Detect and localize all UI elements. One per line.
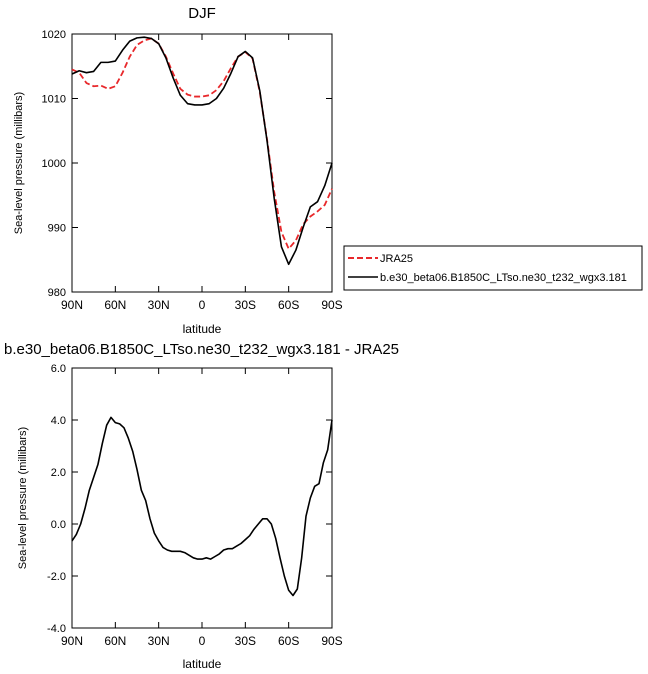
- chart-2-title: b.e30_beta06.B1850C_LTso.ne30_t232_wgx3.…: [4, 341, 399, 358]
- chart-1-ytick-label: 1020: [42, 29, 66, 41]
- chart-2-y-ticks: -4.0 -2.0 0.0 2.0 4.0 6.0: [47, 363, 332, 635]
- chart-1-y-ticks: 980 990 1000 1010 1020: [42, 29, 332, 299]
- chart-1-xtick-label: 30N: [148, 298, 170, 312]
- chart-2-ytick-label: 0.0: [51, 519, 66, 531]
- chart-1-xlabel: latitude: [183, 322, 222, 336]
- chart-2-xtick-label: 60S: [278, 634, 299, 648]
- legend-label-model: b.e30_beta06.B1850C_LTso.ne30_t232_wgx3.…: [380, 272, 627, 284]
- chart-1-series-line-1: [71, 36, 333, 266]
- chart-1-xtick-label: 30S: [235, 298, 256, 312]
- chart-1-title: DJF: [188, 5, 216, 22]
- legend-box: [343, 245, 643, 291]
- chart-1-ytick-label: 1010: [42, 94, 66, 106]
- chart-2-xtick-label: 60N: [104, 634, 126, 648]
- chart-2-series-line-0: [71, 416, 333, 597]
- chart-1-ytick-label: 990: [48, 223, 66, 235]
- chart-1-xtick-label: 0: [199, 298, 206, 312]
- chart-1-ylabel: Sea-level pressure (millibars): [13, 92, 25, 234]
- chart-2-xtick-label: 90N: [61, 634, 83, 648]
- chart-2-xtick-label: 90S: [321, 634, 342, 648]
- chart-2-xtick-label: 30N: [148, 634, 170, 648]
- chart-1: DJF 90N 60N 30N 0 30S 60S 90S 980 990 1000 1010 10…: [13, 5, 643, 336]
- chart-2-ytick-label: -2.0: [47, 571, 66, 583]
- chart-1-series: [71, 36, 333, 266]
- chart-1-xtick-label: 90S: [321, 298, 342, 312]
- chart-2-x-ticks: 90N 60N 30N 0 30S 60S 90S: [61, 368, 343, 648]
- chart-2-plot-frame: [71, 367, 333, 629]
- chart-1-plot-frame: [71, 33, 333, 293]
- chart-1-xtick-label: 60N: [104, 298, 126, 312]
- chart-1-x-ticks: 90N 60N 30N 0 30S 60S 90S: [61, 34, 343, 312]
- chart-1-series-line-0: [71, 37, 333, 250]
- chart-2-xtick-label: 30S: [235, 634, 256, 648]
- chart-2: b.e30_beta06.B1850C_LTso.ne30_t232_wgx3.…: [4, 341, 399, 671]
- chart-2-xlabel: latitude: [183, 657, 222, 671]
- chart-2-ytick-label: -4.0: [47, 623, 66, 635]
- chart-2-ylabel: Sea-level pressure (millibars): [17, 427, 29, 569]
- chart-2-series: [71, 416, 333, 597]
- chart-1-xtick-label: 60S: [278, 298, 299, 312]
- chart-1-ytick-label: 980: [48, 287, 66, 299]
- chart-2-xtick-label: 0: [199, 634, 206, 648]
- chart-2-ytick-label: 4.0: [51, 415, 66, 427]
- chart-2-ytick-label: 2.0: [51, 467, 66, 479]
- chart-1-ytick-label: 1000: [42, 158, 66, 170]
- chart-1-legend: JRA25 b.e30_beta06.B1850C_LTso.ne30_t232…: [343, 245, 643, 291]
- legend-label-jra25: JRA25: [380, 253, 413, 265]
- chart-2-ytick-label: 6.0: [51, 363, 66, 375]
- chart-1-xtick-label: 90N: [61, 298, 83, 312]
